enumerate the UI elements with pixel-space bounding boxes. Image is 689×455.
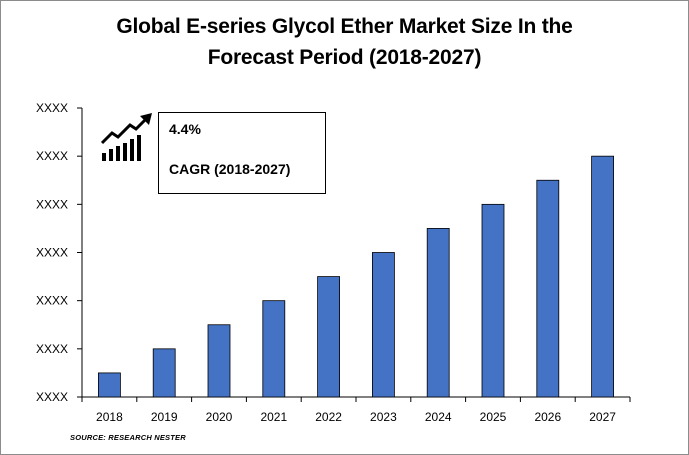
- bar-2024: [426, 228, 450, 398]
- y-tick-label: XXXX: [36, 390, 68, 404]
- x-tick-label: 2023: [370, 410, 397, 424]
- bar-2027: [591, 155, 614, 398]
- x-tick-label: 2026: [534, 410, 561, 424]
- y-tick-label: XXXX: [36, 246, 68, 260]
- x-tick-label: 2022: [315, 410, 342, 424]
- cagr-box: 4.4% CAGR (2018-2027): [158, 112, 326, 194]
- x-tick-label: 2020: [206, 410, 233, 424]
- x-tick-label: 2021: [260, 410, 287, 424]
- cagr-value: 4.4%: [169, 121, 201, 137]
- bar-2019: [152, 348, 176, 398]
- x-tick-label: 2025: [480, 410, 507, 424]
- bar-2023: [371, 252, 395, 398]
- bar-2021: [262, 300, 286, 398]
- source-note: SOURCE: RESEARCH NESTER: [70, 433, 186, 442]
- chart-title-line-2: Forecast Period (2018-2027): [207, 46, 482, 69]
- y-tick-label: XXXX: [36, 149, 68, 163]
- x-tick-label: 2024: [425, 410, 452, 424]
- growth-chart-icon: [100, 113, 152, 161]
- y-tick-label: XXXX: [36, 197, 68, 211]
- y-tick-label: XXXX: [36, 342, 68, 356]
- cagr-label: CAGR (2018-2027): [169, 161, 291, 177]
- y-tick-label: XXXX: [36, 294, 68, 308]
- x-tick-label: 2027: [589, 410, 616, 424]
- x-tick-label: 2019: [151, 410, 178, 424]
- bar-2018: [98, 372, 121, 398]
- bar-2022: [317, 276, 341, 398]
- bar-2020: [207, 324, 231, 398]
- chart-title-line-1: Global E-series Glycol Ether Market Size…: [116, 15, 573, 38]
- chart-title: Global E-series Glycol Ether Market Size…: [0, 11, 689, 73]
- y-tick-label: XXXX: [36, 101, 68, 115]
- bar-2025: [481, 203, 505, 398]
- bar-2026: [536, 179, 560, 398]
- x-tick-label: 2018: [96, 410, 123, 424]
